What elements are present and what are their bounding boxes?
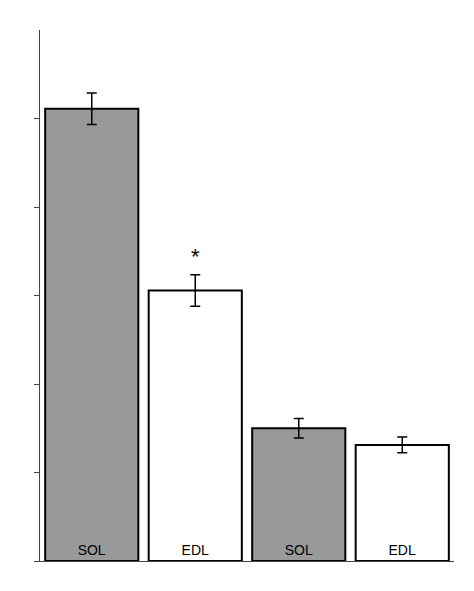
svg-text:SOL: SOL [285, 542, 313, 558]
svg-text:*: * [191, 244, 200, 269]
svg-text:SOL: SOL [78, 542, 106, 558]
svg-text:EDL: EDL [389, 542, 416, 558]
svg-text:EDL: EDL [182, 542, 209, 558]
